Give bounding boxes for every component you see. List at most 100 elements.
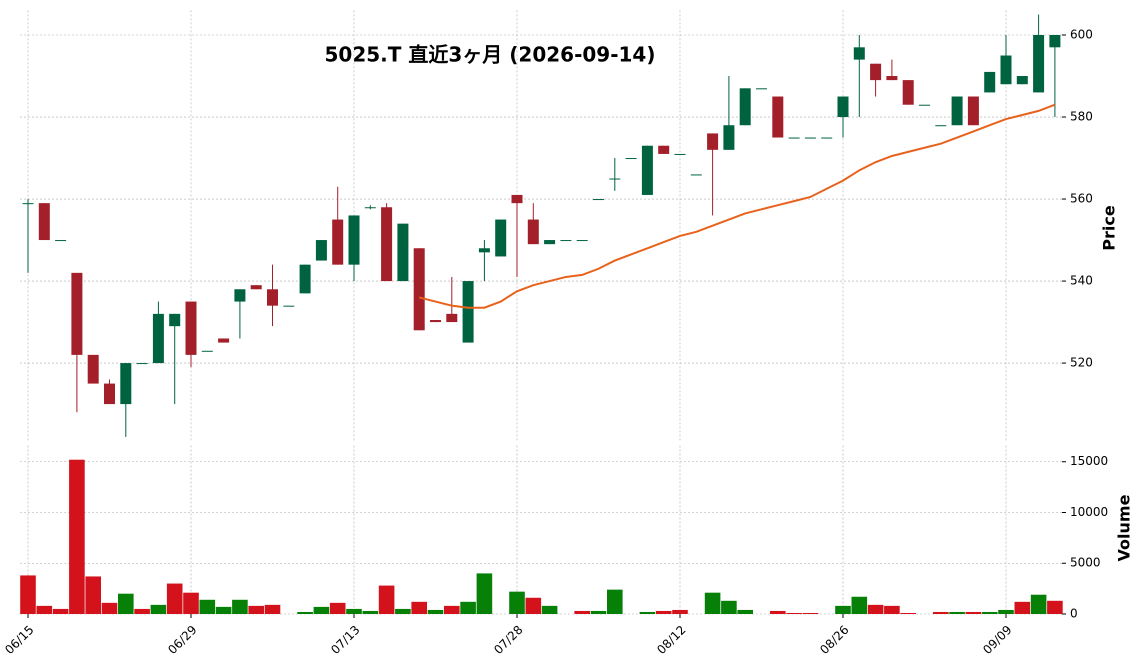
volume-bar xyxy=(232,599,248,614)
candle-body xyxy=(853,47,865,60)
volume-bar xyxy=(248,605,264,614)
volume-bar xyxy=(411,601,427,614)
candle-body xyxy=(55,240,67,242)
volume-bar xyxy=(444,605,460,614)
volume-bar xyxy=(786,612,802,614)
x-tick-label: 07/13 xyxy=(328,623,362,657)
candle-body xyxy=(641,145,653,195)
candle-body xyxy=(104,383,115,405)
candle-body xyxy=(609,178,621,180)
candle-body xyxy=(446,313,458,323)
volume-bar xyxy=(313,606,330,614)
candle-body xyxy=(902,80,914,105)
candle-body xyxy=(234,289,246,302)
volume-bar xyxy=(737,609,753,614)
volume-bar xyxy=(36,605,53,614)
y-tick-label: 600 xyxy=(1070,28,1093,42)
candle-body xyxy=(267,289,278,306)
candle-body xyxy=(1033,35,1045,93)
volume-bar xyxy=(134,608,150,614)
volume-bar xyxy=(525,597,542,614)
x-tick-label: 06/29 xyxy=(165,623,199,657)
candle-body xyxy=(870,63,882,81)
x-tick-label: 09/09 xyxy=(980,623,1014,657)
volume-bar xyxy=(1047,600,1063,614)
x-tick-label: 08/26 xyxy=(817,623,851,657)
volume-bar xyxy=(933,611,949,614)
candle-body xyxy=(919,104,930,106)
volume-bar xyxy=(460,601,476,614)
candle-body xyxy=(1000,55,1012,85)
volume-bar xyxy=(476,573,493,614)
candle-body xyxy=(756,88,767,90)
volume-bar xyxy=(183,592,199,614)
volume-bar xyxy=(264,604,281,614)
candle-body xyxy=(218,338,230,343)
volume-bar xyxy=(20,575,36,614)
candle-body xyxy=(413,248,425,331)
candle-body xyxy=(1049,35,1061,48)
volume-bar xyxy=(704,592,721,614)
candle-body xyxy=(821,137,833,139)
volume-bar xyxy=(965,611,982,614)
candle-body xyxy=(87,354,99,384)
x-tick-label: 06/15 xyxy=(2,623,36,657)
candle-body xyxy=(1016,76,1028,85)
candle-body xyxy=(430,320,441,323)
chart-title: 5025.T 直近3ヶ月 (2026-09-14) xyxy=(325,43,656,67)
volume-bar xyxy=(590,610,607,614)
candle-body xyxy=(364,207,376,209)
y-tick-label: 520 xyxy=(1070,356,1093,370)
volume-bar xyxy=(884,605,900,614)
volume-bar xyxy=(509,591,525,614)
moving-average-line xyxy=(418,103,1056,309)
volume-bar xyxy=(52,608,69,614)
volume-bar xyxy=(541,605,558,614)
candle-body xyxy=(185,301,197,355)
candle-body xyxy=(576,240,588,242)
candle-body xyxy=(544,240,556,245)
y-tick-label: 540 xyxy=(1070,274,1093,288)
volume-tick-label: 10000 xyxy=(1070,505,1108,519)
volume-bar xyxy=(721,600,737,614)
candle-body xyxy=(951,96,963,126)
candle-body xyxy=(804,137,816,139)
x-tick-label: 08/12 xyxy=(654,623,688,657)
candle-body xyxy=(511,194,523,204)
candle-body xyxy=(837,96,849,118)
candle-body xyxy=(38,203,50,241)
candle-body xyxy=(283,305,295,307)
volume-bar xyxy=(981,611,998,614)
candle-body xyxy=(462,281,474,343)
candle-body xyxy=(315,240,327,261)
candle-body xyxy=(886,76,898,81)
candle-body xyxy=(674,153,686,155)
volume-bar xyxy=(949,611,965,614)
volume-bar xyxy=(851,596,868,614)
candle-body xyxy=(169,313,181,327)
candle-body xyxy=(560,240,572,242)
candle-body xyxy=(739,88,751,126)
volume-bar xyxy=(199,599,216,614)
candle-body xyxy=(935,125,947,127)
candle-body xyxy=(201,350,213,352)
volume-bar xyxy=(378,585,395,614)
candle-body xyxy=(136,363,148,365)
volume-bar xyxy=(215,606,232,614)
candle-body xyxy=(967,96,979,126)
volume-bar xyxy=(118,593,134,614)
candle-body xyxy=(593,199,604,201)
volume-bar xyxy=(998,609,1014,614)
candle-body xyxy=(22,203,34,205)
candle-body xyxy=(625,158,637,160)
volume-bar xyxy=(85,576,101,614)
candle-body xyxy=(299,264,311,294)
y-axis-label: Price xyxy=(1100,205,1119,251)
volume-bar xyxy=(329,602,346,614)
volume-bar xyxy=(101,602,118,614)
volume-tick-label: 15000 xyxy=(1070,454,1108,468)
volume-bar xyxy=(69,459,85,614)
volume-bar xyxy=(395,608,411,614)
volume-bar xyxy=(607,589,623,614)
candle-body xyxy=(984,71,996,93)
